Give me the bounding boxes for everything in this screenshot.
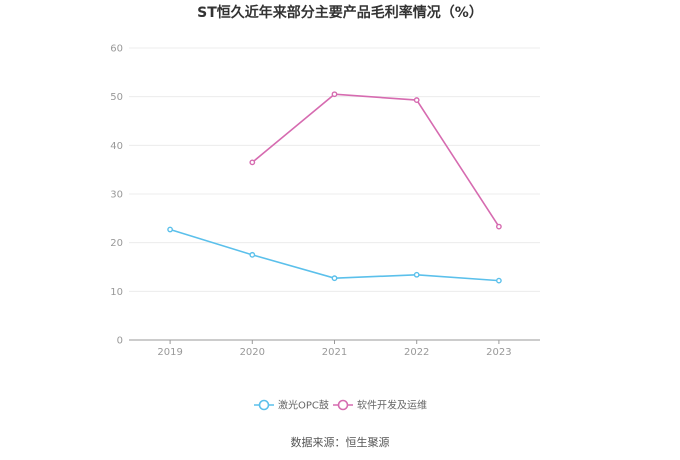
chart-title: ST恒久近年来部分主要产品毛利率情况（%） bbox=[197, 4, 483, 21]
data-point-0-3 bbox=[413, 271, 420, 278]
data-point-1-4 bbox=[495, 223, 502, 230]
series-line-0 bbox=[169, 228, 499, 282]
data-point-0-0 bbox=[167, 226, 174, 233]
series-line-1 bbox=[251, 93, 500, 228]
series-0 bbox=[167, 226, 502, 284]
x-tick-label: 2019 bbox=[157, 347, 182, 358]
y-axis: 0 10 20 30 40 50 60 bbox=[110, 44, 123, 347]
y-tick-label: 60 bbox=[110, 44, 123, 55]
legend-marker-0 bbox=[258, 399, 270, 411]
data-point-0-2 bbox=[331, 275, 338, 282]
y-tick-label: 20 bbox=[110, 238, 123, 249]
legend-item-0[interactable]: 激光OPC鼓 bbox=[254, 399, 329, 412]
data-point-0-4 bbox=[495, 277, 502, 284]
y-tick-label: 0 bbox=[117, 336, 123, 347]
series-group bbox=[167, 91, 502, 284]
x-axis: 2019 2020 2021 2022 2023 bbox=[129, 339, 540, 358]
legend-item-1[interactable]: 软件开发及运维 bbox=[333, 399, 427, 412]
y-tick-label: 50 bbox=[110, 92, 123, 103]
data-point-1-2 bbox=[331, 91, 338, 98]
data-point-0-1 bbox=[249, 251, 256, 258]
x-tick-label: 2023 bbox=[486, 347, 511, 358]
x-tick-label: 2021 bbox=[322, 347, 347, 358]
data-point-1-3 bbox=[413, 97, 420, 103]
data-point-1-1 bbox=[249, 159, 256, 166]
data-source-note: 数据来源：恒生聚源 bbox=[291, 435, 390, 449]
grid-lines bbox=[129, 47, 540, 292]
y-tick-label: 40 bbox=[110, 141, 123, 152]
legend-label-0: 激光OPC鼓 bbox=[278, 399, 329, 412]
legend-label-1: 软件开发及运维 bbox=[357, 399, 427, 412]
legend: 激光OPC鼓 软件开发及运维 bbox=[254, 399, 427, 412]
legend-marker-1 bbox=[337, 399, 349, 411]
y-tick-label: 10 bbox=[110, 287, 123, 298]
y-tick-label: 30 bbox=[110, 190, 123, 201]
x-tick-label: 2022 bbox=[404, 347, 429, 358]
x-tick-label: 2020 bbox=[240, 347, 265, 358]
series-1 bbox=[249, 91, 502, 230]
